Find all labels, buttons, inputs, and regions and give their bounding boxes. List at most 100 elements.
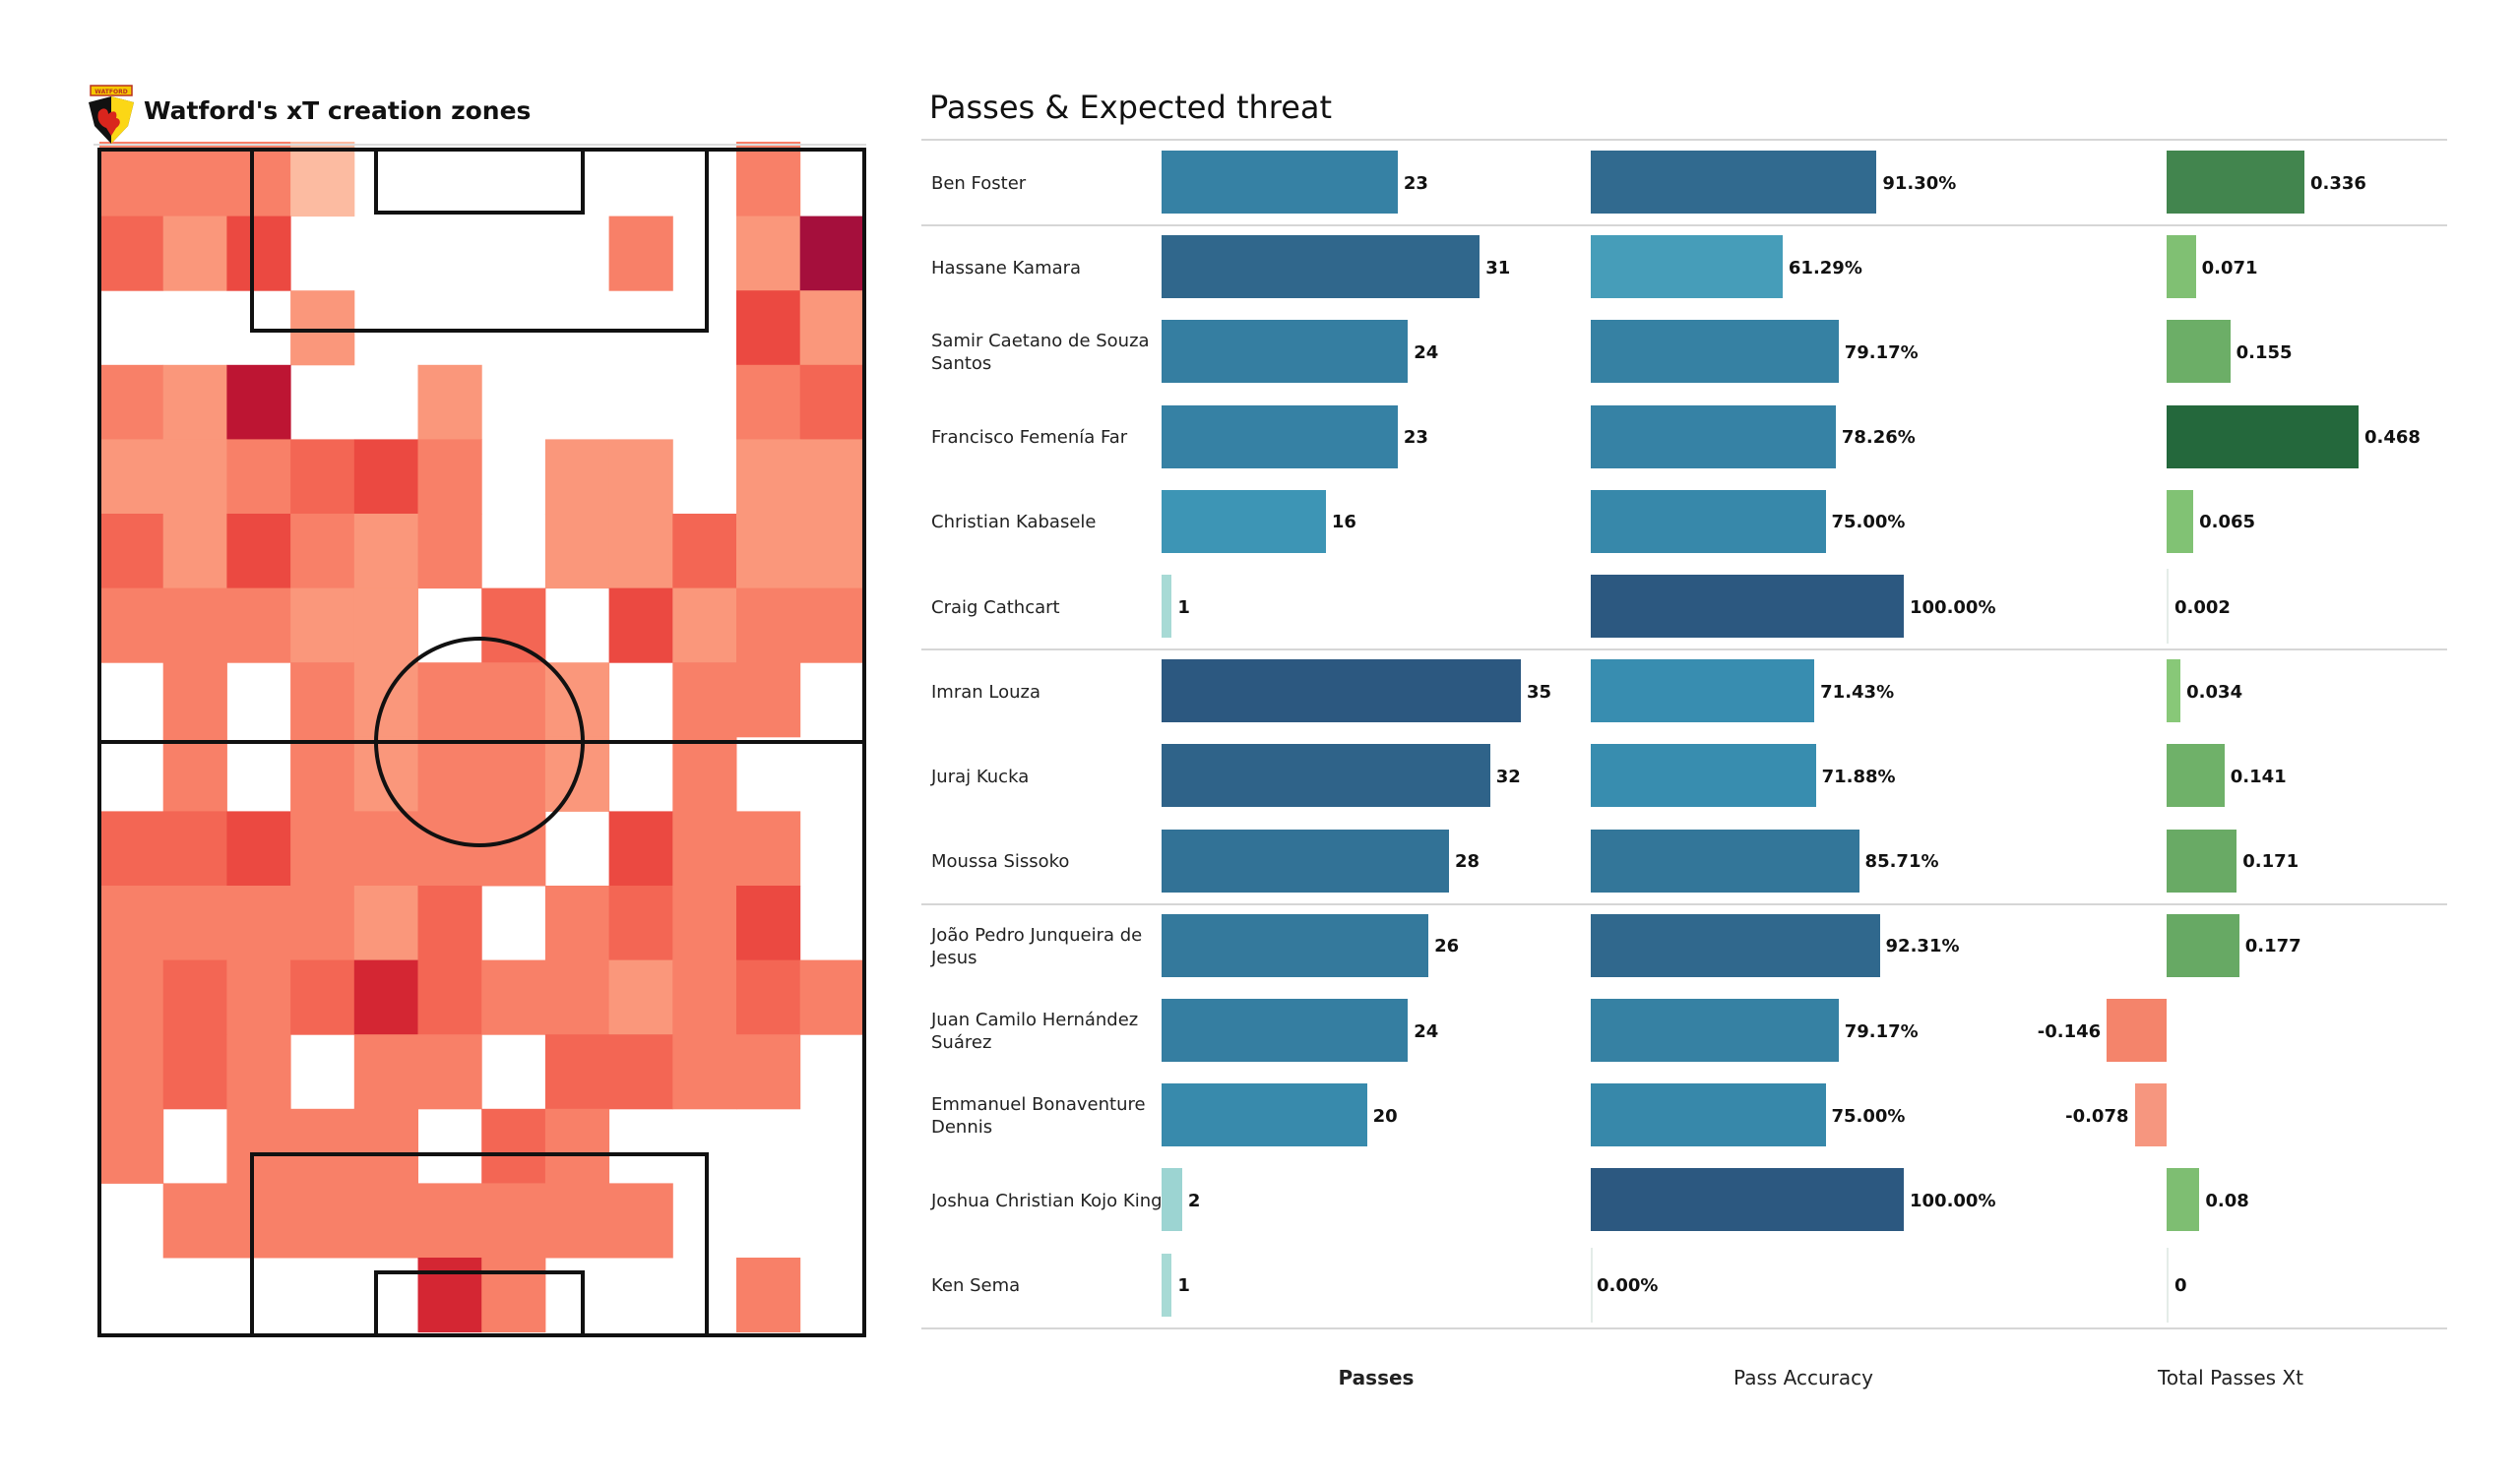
heatmap-cell [417, 1183, 482, 1259]
heatmap-cell [736, 216, 801, 291]
heatmap-cell [162, 662, 227, 738]
xt-value-label: 0.177 [2244, 936, 2301, 957]
heatmap-cell [99, 1108, 164, 1184]
heatmap-cell [417, 811, 482, 887]
heatmap-cell [736, 1034, 801, 1110]
heatmap-cell [290, 290, 355, 366]
column-label-passes: Passes [1338, 1366, 1415, 1389]
heatmap-cell [544, 959, 610, 1035]
heatmap-cell [608, 216, 673, 291]
heatmap-cell [544, 1108, 610, 1184]
heatmap-cell [290, 142, 355, 217]
player-row: Craig Cathcart 1 100.00% 0.002 [915, 565, 2451, 649]
player-name: Samir Caetano de Souza Santos [931, 331, 1150, 375]
heatmap-cell [290, 1183, 355, 1259]
pass-accuracy-value-label: 85.71% [1864, 851, 1939, 873]
heatmap-cell [736, 587, 801, 663]
heatmap-cell [290, 959, 355, 1035]
xt-value-label: -0.078 [2065, 1105, 2129, 1127]
heatmap-cell [353, 439, 418, 515]
pass-accuracy-bar [1591, 659, 1815, 723]
heatmap-cell [226, 811, 291, 887]
player-name: Christian Kabasele [931, 512, 1097, 533]
heatmap-cell [736, 811, 801, 887]
pass-accuracy-value-label: 71.88% [1821, 766, 1896, 787]
heatmap-cell [736, 959, 801, 1035]
pass-accuracy-bar [1591, 1168, 1904, 1232]
pass-accuracy-value-label: 75.00% [1831, 1105, 1906, 1127]
heatmap-cell [736, 290, 801, 366]
heatmap-cell [608, 439, 673, 515]
heatmap-cell [162, 736, 227, 812]
column-label-pass-accuracy: Pass Accuracy [1733, 1366, 1873, 1389]
heatmap-cell [162, 364, 227, 440]
heatmap-cell [736, 886, 801, 961]
player-row: João Pedro Junqueira de Jesus 26 92.31% 0.1… [915, 904, 2451, 989]
heatmap-cell [162, 886, 227, 961]
row-separator [921, 224, 2447, 227]
heatmap-cell [672, 811, 737, 887]
xt-value-label: 0.034 [2186, 681, 2243, 703]
table-title: Passes & Expected threat [929, 89, 1333, 126]
heatmap-cell [608, 811, 673, 887]
bottom-six-yard-box [374, 1270, 585, 1337]
heatmap-cell [226, 886, 291, 961]
svg-text:WATFORD: WATFORD [94, 89, 127, 95]
passes-bar [1162, 1083, 1367, 1147]
passes-bar [1162, 1168, 1182, 1232]
player-name: Hassane Kamara [931, 257, 1082, 278]
pass-accuracy-value-label: 92.31% [1885, 936, 1960, 957]
heatmap-cell [226, 514, 291, 589]
heatmap-cell [99, 142, 164, 217]
passes-value-label: 16 [1331, 512, 1356, 533]
heatmap-cell [162, 514, 227, 589]
heatmap-cell [353, 959, 418, 1035]
passes-value-label: 1 [1177, 596, 1190, 618]
pass-accuracy-bar [1591, 575, 1904, 638]
passes-bar [1162, 235, 1480, 299]
heatmap-title: Watford's xT creation zones [144, 96, 532, 125]
heatmap-cell [290, 662, 355, 738]
player-row: Samir Caetano de Souza Santos 24 79.17% 0.1… [915, 310, 2451, 395]
pitch-lines [94, 144, 866, 1337]
player-row: Hassane Kamara 31 61.29% 0.071 [915, 225, 2451, 310]
heatmap-cell [290, 811, 355, 887]
xt-value-label: 0.141 [2230, 766, 2287, 787]
passes-bar [1162, 575, 1172, 638]
heatmap-cell [417, 364, 482, 440]
passes-xt-panel: Passes & Expected threat Ben Foster 23 91.… [915, 0, 2451, 1480]
xt-bar [2167, 235, 2196, 299]
passes-bar [1162, 829, 1449, 893]
heatmap-cell [162, 1183, 227, 1259]
heatmap-cell [736, 364, 801, 440]
player-name: Imran Louza [931, 681, 1041, 703]
heatmap-cell [481, 811, 546, 887]
heatmap-cell [226, 439, 291, 515]
passes-bar [1162, 913, 1429, 977]
xt-value-label: 0.468 [2364, 427, 2421, 449]
heatmap-cell [290, 736, 355, 812]
pass-accuracy-value-label: 61.29% [1788, 257, 1862, 278]
row-separator [921, 139, 2447, 141]
pass-accuracy-bar [1591, 151, 1877, 214]
pass-accuracy-value-label: 79.17% [1844, 1020, 1919, 1042]
xt-value-label: 0 [2174, 1275, 2187, 1297]
heatmap-cell [353, 736, 418, 812]
heatmap-cell [608, 1183, 673, 1259]
heatmap-cell [481, 736, 546, 812]
passes-bar [1162, 404, 1398, 468]
xt-value-label: 0.065 [2199, 512, 2256, 533]
heatmap-cell [226, 1034, 291, 1110]
heatmap-cell [353, 886, 418, 961]
player-name: Joshua Christian Kojo King [931, 1190, 1163, 1211]
heatmap-cell [417, 439, 482, 515]
player-row: Juan Camilo Hernández Suárez 24 79.17% -0.1… [915, 989, 2451, 1074]
passes-value-label: 24 [1414, 341, 1439, 363]
xt-bar [2167, 829, 2237, 893]
heatmap-cell [417, 886, 482, 961]
xt-bar [2167, 489, 2194, 553]
pass-accuracy-bar [1591, 320, 1839, 384]
pass-accuracy-value-label: 75.00% [1831, 512, 1906, 533]
heatmap-cell [736, 142, 801, 217]
heatmap-cell [481, 587, 546, 663]
